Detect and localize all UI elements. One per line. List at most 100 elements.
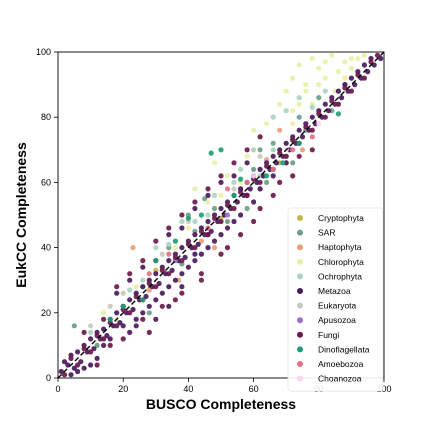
data-point-chlorophyta [290,75,296,81]
data-point-fungi [166,271,172,277]
data-point-metazoa [140,284,146,290]
data-point-ochrophyta [270,114,276,120]
data-point-fungi [244,147,250,153]
data-point-metazoa [133,316,139,322]
data-point-metazoa [91,346,97,352]
data-point-metazoa [166,232,172,238]
data-point-dinoflagellata [198,212,204,218]
data-point-chlorophyta [322,75,328,81]
data-point-fungi [257,134,263,140]
data-point-metazoa [94,355,100,361]
data-point-chlorophyta [342,59,348,65]
data-point-fungi [244,192,250,198]
data-point-metazoa [156,280,162,287]
data-point-metazoa [101,342,107,348]
data-point-metazoa [130,306,136,313]
reference-line [57,51,385,379]
data-point-metazoa [78,359,84,365]
data-point-eukaryota [107,303,113,309]
data-point-metazoa [166,258,172,264]
data-point-metazoa [195,241,201,247]
legend-marker [297,288,303,294]
data-point-ochrophyta [322,88,328,94]
y-tick-label: 0 [46,373,51,383]
data-point-fungi [127,271,133,277]
y-tick-label: 20 [41,308,51,318]
y-tick-label: 40 [41,243,51,253]
data-point-ochrophyta [309,104,315,110]
data-point-metazoa [192,205,198,212]
data-point-fungi [374,52,381,58]
data-point-fungi [101,336,107,342]
data-point-haptophyta [299,147,306,153]
data-point-dinoflagellata [218,147,224,153]
data-point-fungi [81,329,87,335]
data-point-metazoa [257,166,263,172]
data-point-sar [296,114,302,120]
legend-label: Apusozoa [318,315,356,325]
data-point-metazoa [205,218,211,225]
data-point-fungi [114,323,120,329]
data-point-fungi [218,173,224,179]
data-point-fungi [309,147,315,153]
data-point-metazoa [211,238,218,244]
legend-marker [297,302,303,309]
legend-marker [297,346,303,353]
data-point-fungi [94,362,100,368]
data-point-metazoa [140,264,146,270]
data-point-fungi [205,232,211,238]
data-point-metazoa [179,284,185,290]
legend-marker [297,273,303,280]
y-tick-label: 80 [41,112,51,122]
data-point-ochrophyta [205,212,211,218]
data-point-fungi [179,212,185,218]
data-point-sar [251,166,257,172]
data-point-metazoa [378,55,384,62]
data-point-chlorophyta [244,153,250,159]
data-point-fungi [81,346,87,352]
data-point-fungi [322,114,328,120]
data-point-amoebozoa [309,134,315,140]
data-point-chlorophyta [290,108,296,114]
y-tick-label: 60 [41,177,51,187]
data-point-sar [146,310,152,316]
data-point-metazoa [68,372,74,378]
data-point-metazoa [133,323,139,329]
data-point-metazoa [182,254,188,260]
plot-frame [57,51,385,379]
data-point-chlorophyta [185,225,191,231]
data-point-fungi [140,316,146,322]
x-tick-label: 40 [183,384,193,394]
data-point-sar [257,147,263,153]
data-point-metazoa [296,127,302,133]
data-point-eukaryota [88,323,94,329]
data-point-metazoa [179,245,185,251]
data-point-ochrophyta [231,179,237,185]
data-point-metazoa [251,199,257,205]
data-point-chlorophyta [361,52,367,58]
legend-label: Cryptophyta [318,213,364,223]
data-point-dinoflagellata [107,316,113,322]
data-point-ochrophyta [140,277,146,283]
data-point-metazoa [247,186,253,192]
legend-marker [297,361,303,367]
data-point-haptophyta [211,245,218,251]
data-point-fungi [75,362,81,368]
data-point-fungi [166,225,172,231]
data-point-metazoa [127,329,133,335]
data-point-fungi [290,173,296,179]
data-point-fungi [211,215,218,221]
legend-marker [297,375,303,382]
data-point-metazoa [192,251,198,257]
data-point-metazoa [143,293,149,300]
data-point-metazoa [81,365,87,371]
data-point-metazoa [169,267,175,273]
data-point-metazoa [192,258,198,264]
data-point-metazoa [218,232,224,238]
data-point-sar [211,205,218,212]
data-point-chlorophyta [283,88,289,94]
data-point-metazoa [322,101,328,107]
data-point-metazoa [361,62,367,68]
data-point-chlorophyta [211,160,218,166]
data-point-metazoa [153,297,159,303]
